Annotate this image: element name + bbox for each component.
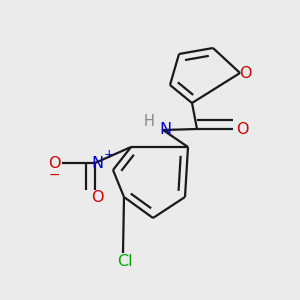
Text: N: N xyxy=(159,122,171,137)
Text: O: O xyxy=(239,65,251,80)
Text: Cl: Cl xyxy=(117,254,133,268)
Text: +: + xyxy=(104,148,114,161)
Text: −: − xyxy=(48,168,60,182)
Text: O: O xyxy=(236,122,248,136)
Text: N: N xyxy=(91,155,103,170)
Text: H: H xyxy=(144,115,154,130)
Text: O: O xyxy=(48,155,60,170)
Text: O: O xyxy=(91,190,103,206)
